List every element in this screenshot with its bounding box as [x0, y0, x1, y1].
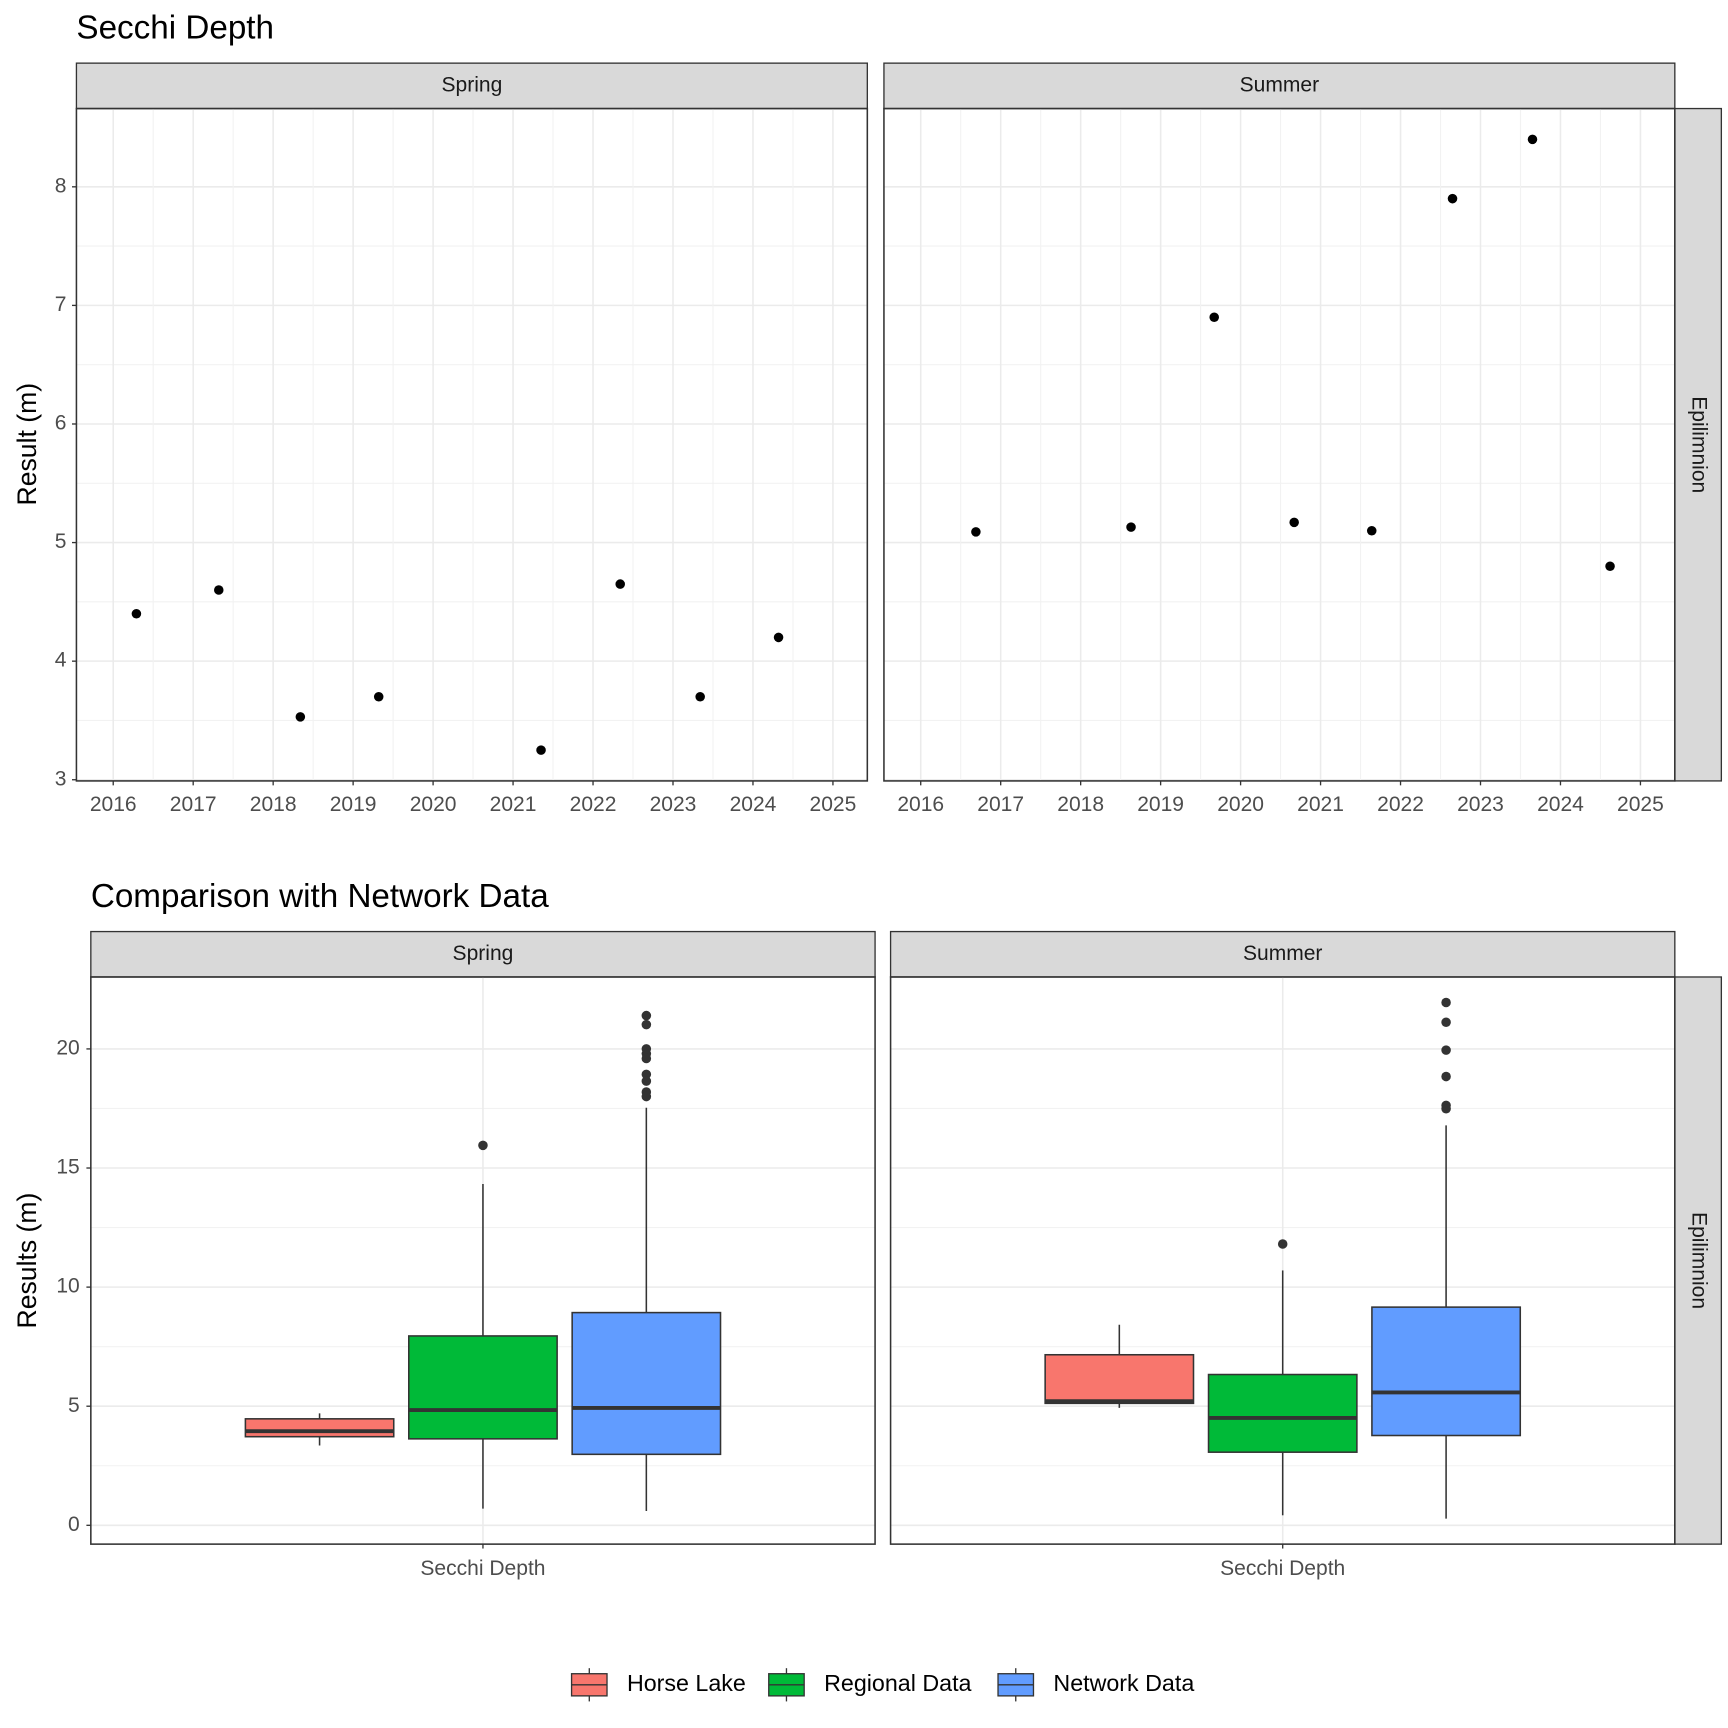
outlier: [641, 1053, 652, 1064]
y-tick-label: 6: [55, 412, 67, 435]
outlier: [641, 1069, 652, 1080]
y-tick-label: 0: [68, 1513, 80, 1536]
point: [1289, 517, 1299, 528]
strip: [75, 62, 868, 110]
x-tick-label: 2021: [1297, 793, 1344, 816]
row-strip: [1674, 976, 1723, 1545]
y-axis-title: Results (m): [12, 1193, 42, 1329]
point: [536, 745, 546, 755]
panel-border: [90, 976, 876, 1545]
point: [615, 579, 625, 589]
box: [1207, 1373, 1358, 1453]
x-tick-label: 2018: [250, 793, 297, 816]
y-tick-label: 20: [56, 1036, 79, 1059]
row-strip-label: Epilimnion: [1688, 1212, 1711, 1309]
panel-border: [75, 107, 869, 782]
y-tick-label: 8: [55, 174, 67, 197]
y-tick-label: 7: [55, 293, 67, 316]
chart-title: Secchi Depth: [76, 10, 274, 47]
outlier: [1441, 1071, 1451, 1082]
point: [1209, 312, 1219, 323]
x-tick-label: 2023: [650, 793, 697, 816]
point: [1527, 134, 1538, 145]
point: [295, 712, 306, 722]
point: [373, 691, 384, 702]
point: [1366, 525, 1377, 536]
x-tick-label: Secchi Depth: [420, 1557, 545, 1580]
x-tick-label: 2025: [1617, 793, 1664, 816]
x-tick-label: 2017: [977, 793, 1024, 816]
outlier: [1441, 1103, 1451, 1114]
point: [214, 585, 224, 595]
x-tick-label: 2016: [90, 793, 137, 816]
box: [244, 1418, 395, 1438]
x-tick-label: 2021: [490, 793, 537, 816]
outlier: [478, 1140, 488, 1151]
x-tick-label: 2019: [330, 793, 377, 816]
x-tick-label: 2019: [1137, 793, 1184, 816]
outlier: [1277, 1239, 1288, 1249]
outlier: [1441, 997, 1451, 1008]
point: [695, 691, 705, 702]
box: [1371, 1306, 1522, 1437]
outlier: [641, 1091, 652, 1102]
panel-border: [883, 107, 1676, 782]
y-axis-title: Result (m): [12, 383, 42, 506]
point: [773, 632, 784, 643]
y-tick-label: 5: [68, 1394, 80, 1417]
legend-label: Horse Lake: [627, 1670, 746, 1696]
x-tick-label: 2020: [1217, 793, 1264, 816]
strip-label: Summer: [1240, 73, 1319, 96]
outlier: [641, 1076, 652, 1086]
outlier: [1441, 1045, 1451, 1055]
outlier: [641, 1019, 652, 1030]
x-tick-label: 2024: [730, 793, 777, 816]
strip-label: Spring: [441, 73, 502, 96]
row-strip-label: Epilimnion: [1688, 396, 1711, 493]
x-tick-label: 2020: [410, 793, 457, 816]
y-tick-label: 10: [56, 1275, 79, 1298]
x-tick-label: 2016: [897, 793, 944, 816]
legend-label: Regional Data: [824, 1670, 971, 1696]
strip: [889, 930, 1676, 978]
point: [971, 527, 981, 537]
x-tick-label: 2017: [170, 793, 217, 816]
x-tick-label: 2018: [1057, 793, 1104, 816]
x-tick-label: 2023: [1457, 793, 1504, 816]
row-strip: [1674, 107, 1723, 782]
panel-background: [76, 108, 868, 781]
panel-border: [889, 976, 1676, 1545]
y-tick-label: 15: [56, 1156, 79, 1179]
strip-label: Spring: [453, 942, 514, 965]
y-tick-label: 4: [55, 649, 67, 672]
outlier: [1441, 1017, 1451, 1028]
point: [1126, 522, 1136, 532]
x-tick-label: 2024: [1537, 793, 1584, 816]
point: [131, 608, 142, 619]
y-tick-label: 5: [55, 530, 67, 553]
box: [571, 1311, 722, 1456]
strip: [90, 930, 876, 978]
y-tick-label: 3: [55, 767, 67, 790]
x-tick-label: 2025: [810, 793, 857, 816]
point: [1605, 561, 1615, 572]
panel-background: [883, 108, 1675, 781]
chart-title: Comparison with Network Data: [91, 878, 549, 915]
x-tick-label: 2022: [570, 793, 617, 816]
strip-label: Summer: [1243, 942, 1322, 965]
x-tick-label: 2022: [1377, 793, 1424, 816]
legend-label: Network Data: [1053, 1670, 1194, 1696]
box: [408, 1335, 558, 1440]
box: [1044, 1353, 1195, 1405]
x-tick-label: Secchi Depth: [1220, 1557, 1345, 1580]
outlier: [641, 1010, 652, 1021]
point: [1447, 193, 1458, 204]
